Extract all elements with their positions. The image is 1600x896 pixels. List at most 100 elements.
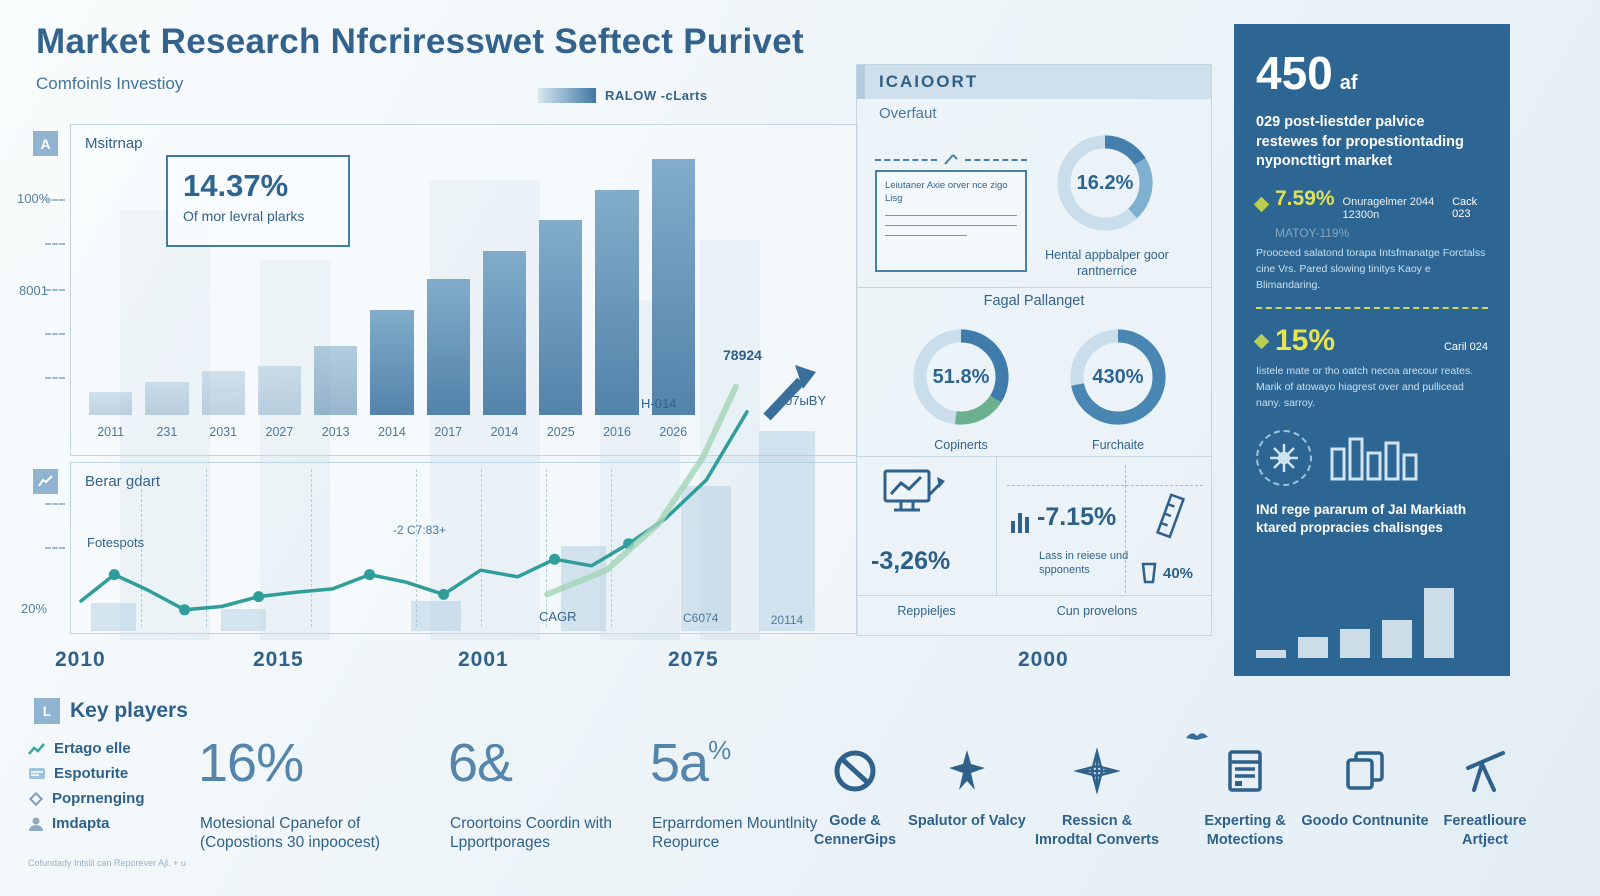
stat-left-value: -3,26% <box>871 547 951 575</box>
section-title: Fagal Pallanget <box>983 293 1085 309</box>
chart-line-tag-icon <box>33 469 58 494</box>
annotation-h014: H-014 <box>641 396 677 411</box>
mini-line-icon <box>38 475 53 487</box>
icon-box <box>902 740 1032 802</box>
bar-axis-label: 2014 <box>378 425 406 439</box>
donut-chart-2: 51.8% <box>905 321 1017 433</box>
stat2-badge: Caril 024 <box>1443 341 1488 354</box>
dashed-circle-icon <box>1256 429 1312 486</box>
bar-2013 <box>314 346 358 415</box>
summary-sidebar: 450 af 029 post-liestder palvice restewe… <box>1234 24 1510 676</box>
bar-2017 <box>426 279 470 415</box>
bar-axis-label: 2027 <box>265 425 294 439</box>
bar-2027 <box>257 366 302 415</box>
key-players-title: Key players <box>70 699 188 722</box>
donut-chart-3: 430% <box>1062 321 1174 433</box>
key-players-list: Ertago elle Espoturite Poprnenging Imdap… <box>28 740 145 840</box>
label-c6074: C6074 <box>683 611 719 625</box>
tick-dash <box>45 377 65 379</box>
copy-icon <box>1346 751 1384 790</box>
icon-cell: Ressicn & Imrodtal Converts <box>1032 740 1162 850</box>
stat-right-pct: 40% <box>1163 565 1194 582</box>
y-axis-tick: 100% <box>17 191 51 206</box>
sidebar-footer-text: INd rege pararum of Jal Markiath ktared … <box>1256 501 1467 535</box>
donut-ring <box>1070 329 1166 425</box>
icon-label: Experting & Motections <box>1204 813 1286 848</box>
kp-stat-caption: Motesional Cpanefor of (Copostions 30 in… <box>200 815 381 852</box>
background-skyline <box>120 210 210 640</box>
person-icon <box>29 817 43 831</box>
stat1-body: Prooceed salatond torapa Intsfmanatge Fo… <box>1256 247 1486 291</box>
callout-caption: Of mor levral plarks <box>183 208 305 224</box>
list-item-label: Espoturite <box>54 765 129 782</box>
bar-axis-label: 2017 <box>434 425 463 439</box>
page-subtitle: Comfoinls Investioy <box>36 74 184 93</box>
sidebar-trend-bar <box>1340 629 1370 658</box>
kp-stat-value: 16% <box>198 733 304 793</box>
footnote: Cofundady Intslil can Reporever Ajl. + u <box>28 858 186 868</box>
key-players-tag-icon: L <box>34 698 60 724</box>
icon-label: Fereatlioure Artject <box>1443 813 1527 848</box>
label-20114: 20114 <box>770 613 804 627</box>
gridline <box>311 469 312 627</box>
gridline <box>546 469 547 627</box>
x-year: 2001 <box>458 648 509 671</box>
background-bar <box>681 486 731 631</box>
stat-right-caption: Cun provelons <box>1056 604 1138 618</box>
annotation-78924: 78924 <box>723 347 762 363</box>
tick-dash <box>45 243 65 245</box>
donut-value: 16.2% <box>1076 171 1134 194</box>
dashed-divider <box>1256 307 1488 310</box>
donut3-caption: Furchaite <box>1091 438 1145 452</box>
bar-2025 <box>539 220 583 415</box>
chart-a-tag-icon: A <box>33 131 58 156</box>
sidebar-trend-bar <box>1298 637 1328 658</box>
no-entry-icon <box>834 750 876 792</box>
icon-cell: Experting & Motections <box>1180 733 1310 850</box>
stat1-text: Onuragelmer 2044 12300n <box>1342 195 1435 222</box>
gridline <box>141 469 142 627</box>
glyph-bars-icon <box>1330 437 1418 481</box>
line-series <box>79 383 749 616</box>
list-item: Espoturite <box>28 765 145 782</box>
kp-stat-value: 5a% <box>650 732 731 794</box>
label-fotespots: Fotespots <box>87 535 145 550</box>
gridline <box>416 469 417 627</box>
kp-stat-value-main: 5a <box>650 733 709 793</box>
icon-box <box>1300 740 1430 802</box>
sidebar-stat-1: 7.59% Onuragelmer 2044 12300n Cack 023 M… <box>1253 187 1488 294</box>
background-bar <box>221 609 266 631</box>
bar-axis-label: 2013 <box>321 425 350 439</box>
dash-connector <box>1007 485 1203 486</box>
kp-stat-value-sup: % <box>708 735 731 765</box>
divider <box>857 456 1211 457</box>
list-item: Poprnenging <box>28 790 145 807</box>
background-bar <box>759 431 815 631</box>
bar-axis-label: 2031 <box>209 425 238 439</box>
list-item-label: Imdapta <box>52 815 110 832</box>
stat2-value: 15% <box>1275 324 1336 358</box>
icon-label: Gode & CennerGips <box>813 813 897 848</box>
stat1-badge: Cack 023 <box>1452 195 1478 220</box>
gridline <box>611 469 612 627</box>
snowflake-cross-icon <box>1270 443 1298 472</box>
x-year: 2075 <box>668 648 719 671</box>
icon-cell: Goodo Contnunite <box>1300 740 1430 831</box>
dash-line <box>965 158 1027 161</box>
stat-left-caption: Reppieljes <box>897 604 956 618</box>
sidebar-trend-bar <box>1424 588 1454 658</box>
document-text: Leiutaner Axie orver nce zigo Lisg <box>885 180 1008 204</box>
stat-row: 7.59% Onuragelmer 2044 12300n Cack 023 <box>1253 187 1488 224</box>
bar-axis-label: 2025 <box>546 425 575 439</box>
gem-icon <box>28 791 44 806</box>
divider <box>857 287 1211 288</box>
bar-2031 <box>201 371 245 415</box>
icon-box <box>790 740 920 802</box>
sidebar-big-number: 450 af <box>1256 46 1488 100</box>
stat1-sub: MATOY-119% <box>1275 226 1350 241</box>
bar-2016 <box>595 190 639 415</box>
line-chart-panel: Berar gdart 20% Fotespots -2 C7:83+ CAGR… <box>21 383 858 634</box>
legend-gradient-icon <box>538 88 596 103</box>
tick-dash <box>45 547 65 549</box>
kp-stat-value: 6& <box>448 733 513 793</box>
